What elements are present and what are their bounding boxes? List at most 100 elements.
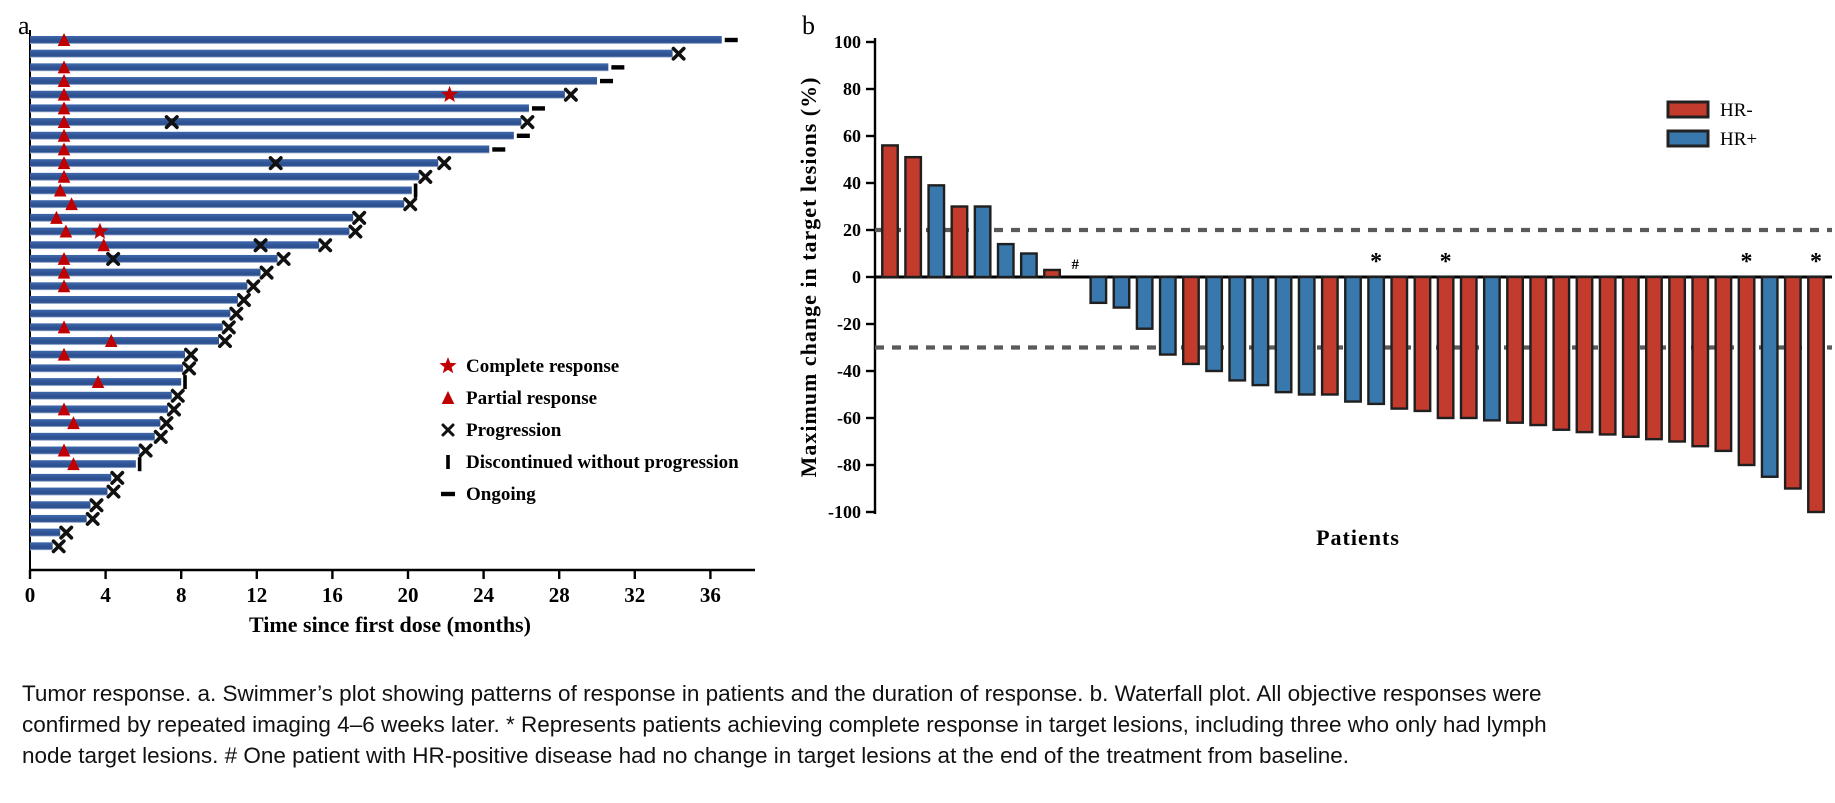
- partial-response-triangle-icon: [57, 443, 71, 457]
- swimmer-bar: [30, 186, 412, 195]
- waterfall-bar: [1529, 275, 1548, 427]
- waterfall-bar: [973, 205, 992, 279]
- progression-x-icon: [153, 429, 168, 444]
- waterfall-y-tick-label: 0: [852, 267, 861, 287]
- waterfall-bars: # * * * *: [881, 144, 1825, 514]
- swimmer-bar: [30, 90, 565, 99]
- waterfall-bar: [1783, 275, 1802, 490]
- partial-response-triangle-icon: [65, 197, 78, 211]
- partial-response-triangle-icon: [57, 101, 71, 115]
- figure-caption: Tumor response. a. Swimmer’s plot showin…: [22, 681, 1547, 769]
- partial-response-triangle-icon: [57, 60, 71, 74]
- progression-x-icon: [229, 306, 244, 321]
- progression-x-icon: [236, 293, 251, 307]
- waterfall-bar: [904, 155, 923, 279]
- waterfall-x-axis-title: Patients: [1316, 525, 1400, 550]
- complete-response-star-icon: [91, 222, 109, 239]
- waterfall-bar: [1390, 275, 1409, 410]
- partial-response-triangle-icon: [57, 169, 71, 183]
- waterfall-bar: [1251, 275, 1270, 387]
- swimmer-legend-label: Ongoing: [466, 484, 536, 505]
- waterfall-bar: [996, 242, 1015, 279]
- discontinued-bar-icon: [413, 183, 418, 198]
- swimmer-bar: [30, 131, 514, 140]
- swimmer-bar: [30, 77, 597, 86]
- ongoing-dash-icon: [611, 65, 625, 70]
- swimmer-bar: [30, 501, 91, 510]
- waterfall-y-tick-label: -40: [837, 361, 861, 381]
- no-change-hash-annotation: #: [1071, 257, 1079, 273]
- progression-x-icon: [246, 279, 261, 294]
- discontinued-bar-icon: [183, 375, 187, 390]
- swimmer-x-tick-label: 36: [700, 583, 721, 607]
- swimmer-axes: 0 4 8 12 16 20 24 28 32 36: [25, 30, 755, 607]
- swimmer-bar: [30, 350, 185, 359]
- waterfall-y-tick-label: -80: [837, 455, 861, 475]
- progression-x-icon: [520, 115, 535, 130]
- discontinued-bar-icon: [446, 455, 450, 469]
- swimmer-bar: [30, 405, 168, 414]
- progression-x-icon: [318, 238, 333, 253]
- progression-x-icon: [89, 498, 104, 513]
- ongoing-dash-icon: [600, 78, 613, 84]
- swimmer-bar: [30, 446, 140, 455]
- progression-x-icon: [403, 197, 418, 212]
- waterfall-y-tick-label: 80: [843, 79, 861, 99]
- swimmer-legend-label: Discontinued without progression: [466, 452, 739, 473]
- swimmer-x-tick-label: 28: [549, 583, 570, 607]
- partial-response-triangle-icon: [57, 128, 71, 142]
- waterfall-bar: [1482, 275, 1501, 422]
- waterfall-bar: [1158, 275, 1177, 356]
- swimmer-bar: [30, 268, 261, 277]
- waterfall-bar: [1205, 275, 1224, 373]
- swimmer-bar: [30, 378, 182, 387]
- partial-response-triangle-icon: [53, 183, 67, 197]
- ongoing-dash-icon: [724, 37, 738, 43]
- swimmer-bar: [30, 227, 350, 236]
- swimmer-bar: [30, 63, 609, 72]
- waterfall-y-tick-label: 40: [843, 173, 861, 193]
- progression-x-icon: [259, 265, 274, 280]
- ongoing-dash-icon: [441, 491, 455, 497]
- panel-b-label: b: [802, 11, 815, 40]
- partial-response-triangle-icon: [57, 33, 71, 46]
- progression-x-icon: [59, 525, 74, 540]
- swimmer-bar: [30, 296, 238, 304]
- complete-response-star-icon: [439, 357, 457, 374]
- swimmer-bar: [30, 200, 405, 209]
- waterfall-y-tick-label: -20: [837, 314, 861, 334]
- progression-x-icon: [418, 169, 433, 184]
- progression-x-icon: [51, 539, 66, 554]
- swimmer-x-tick-label: 16: [322, 583, 343, 607]
- swimmer-bar: [30, 118, 522, 127]
- swimmer-bar: [30, 36, 722, 44]
- swimmer-legend-label: Partial response: [466, 388, 597, 409]
- waterfall-bar: [927, 184, 946, 279]
- swimmer-bar: [30, 432, 155, 441]
- swimmer-bar: [30, 337, 219, 346]
- swimmer-bar: [30, 159, 439, 168]
- swimmer-bar: [30, 419, 161, 428]
- ongoing-dash-icon: [516, 133, 530, 138]
- partial-response-triangle-icon: [441, 391, 455, 404]
- swimmer-x-tick-label: 0: [25, 583, 36, 607]
- swimmer-bar: [30, 145, 490, 154]
- partial-response-triangle-icon: [57, 265, 71, 279]
- waterfall-bar: [1182, 275, 1200, 366]
- complete-response-asterisk-annotation: *: [1810, 249, 1822, 275]
- waterfall-bar: [1089, 275, 1108, 305]
- waterfall-bar: [1367, 275, 1386, 406]
- partial-response-triangle-icon: [91, 375, 105, 389]
- progression-x-icon: [159, 416, 174, 431]
- panel-a-label: a: [18, 11, 30, 40]
- waterfall-bar: [1135, 275, 1154, 330]
- waterfall-bar: [1043, 268, 1062, 279]
- swimmer-x-tick-label: 20: [398, 583, 419, 607]
- progression-x-icon: [218, 334, 232, 349]
- swimmer-bar: [30, 309, 231, 318]
- partial-response-triangle-icon: [57, 320, 71, 334]
- swimmer-legend-label: Complete response: [466, 356, 619, 377]
- partial-response-triangle-icon: [57, 74, 71, 88]
- waterfall-bar: [1645, 275, 1663, 441]
